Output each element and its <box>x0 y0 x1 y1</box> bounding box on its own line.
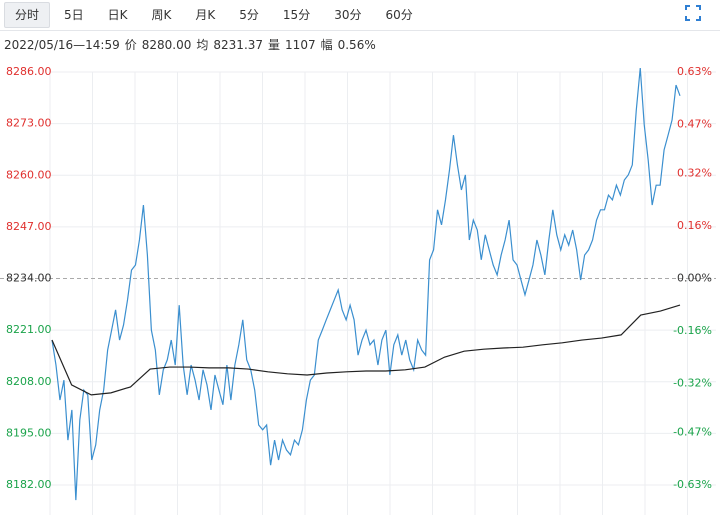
y2-tick-label: 0.63% <box>677 65 712 78</box>
y-tick-label: 8260.00 <box>6 168 52 181</box>
y2-tick-label: -0.63% <box>673 478 712 491</box>
info-line: 2022/05/16—14:59 价 8280.00 均 8231.37 量 1107 幅 0.… <box>4 36 381 53</box>
tab[interactable]: 日K <box>107 8 128 22</box>
y-tick-label: 8195.00 <box>6 426 52 439</box>
y2-tick-label: -0.47% <box>673 426 712 439</box>
series-line <box>51 304 681 396</box>
y2-tick-label: 0.00% <box>677 272 712 285</box>
tab[interactable]: 60分 <box>385 8 413 22</box>
info-label: 幅 <box>320 38 333 52</box>
tab-bar: 分时 5日 日K 周K 月K 5分 15分 30分 60分 <box>0 0 720 31</box>
y-tick-label: 8286.00 <box>6 65 52 78</box>
y-tick-label: 8208.00 <box>6 375 52 388</box>
tab[interactable]: 5分 <box>239 8 259 22</box>
tab[interactable]: 5日 <box>64 8 84 22</box>
info-value: 0.56% <box>337 38 376 52</box>
series-line <box>51 67 681 501</box>
y-tick-label: 8221.00 <box>6 323 52 336</box>
tab[interactable]: 月K <box>195 8 216 22</box>
y2-tick-label: 0.16% <box>677 219 712 232</box>
tab[interactable]: 15分 <box>282 8 311 22</box>
y-tick-label: 8234.00 <box>6 272 52 285</box>
datetime: 2022/05/16—14:59 <box>4 38 120 52</box>
fullscreen-icon[interactable] <box>684 4 702 22</box>
info-value: 8231.37 <box>213 38 264 52</box>
y-tick-label: 8247.00 <box>6 220 52 233</box>
y2-tick-label: 0.32% <box>677 167 712 180</box>
y2-tick-label: -0.16% <box>673 324 712 337</box>
y2-tick-label: 0.47% <box>677 117 712 130</box>
info-label: 价 <box>124 38 137 52</box>
info-label: 均 <box>196 38 209 52</box>
tab[interactable]: 分时 <box>4 2 51 28</box>
info-value: 1107 <box>285 38 316 52</box>
tab[interactable]: 30分 <box>334 8 362 22</box>
tab[interactable]: 周K <box>151 8 172 22</box>
y2-tick-label: -0.32% <box>673 376 712 389</box>
y-tick-label: 8182.00 <box>6 478 52 491</box>
info-value: 8280.00 <box>141 38 192 52</box>
info-label: 量 <box>268 38 281 52</box>
y-tick-label: 8273.00 <box>6 117 52 130</box>
